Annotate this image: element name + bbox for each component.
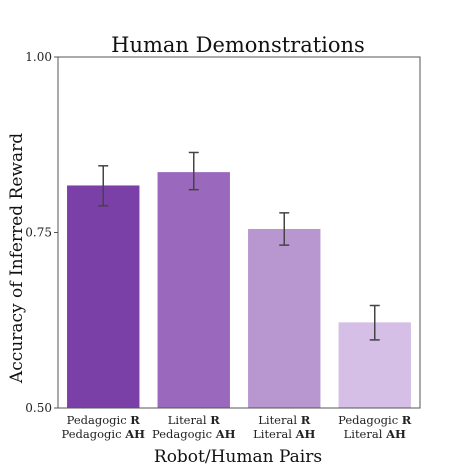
chart-title: Human Demonstrations (111, 33, 365, 57)
bar (248, 228, 321, 408)
x-tick-label: Literal AH (344, 427, 406, 441)
x-axis-label: Robot/Human Pairs (154, 447, 322, 467)
x-tick-label: Pedagogic AH (152, 427, 236, 441)
x-tick-label: Literal R (168, 413, 220, 427)
y-tick-label: 1.00 (25, 50, 52, 64)
bar (157, 172, 230, 408)
bar (67, 185, 140, 408)
x-tick-label: Literal R (258, 413, 310, 427)
x-tick-label: Literal AH (253, 427, 315, 441)
x-tick-label: Pedagogic R (67, 413, 141, 427)
x-tick-label: Pedagogic AH (62, 427, 146, 441)
y-axis-label: Accuracy of Inferred Reward (7, 133, 27, 384)
y-tick-label: 0.75 (25, 226, 52, 240)
x-tick-label: Pedagogic R (338, 413, 412, 427)
y-tick-label: 0.50 (25, 401, 52, 415)
